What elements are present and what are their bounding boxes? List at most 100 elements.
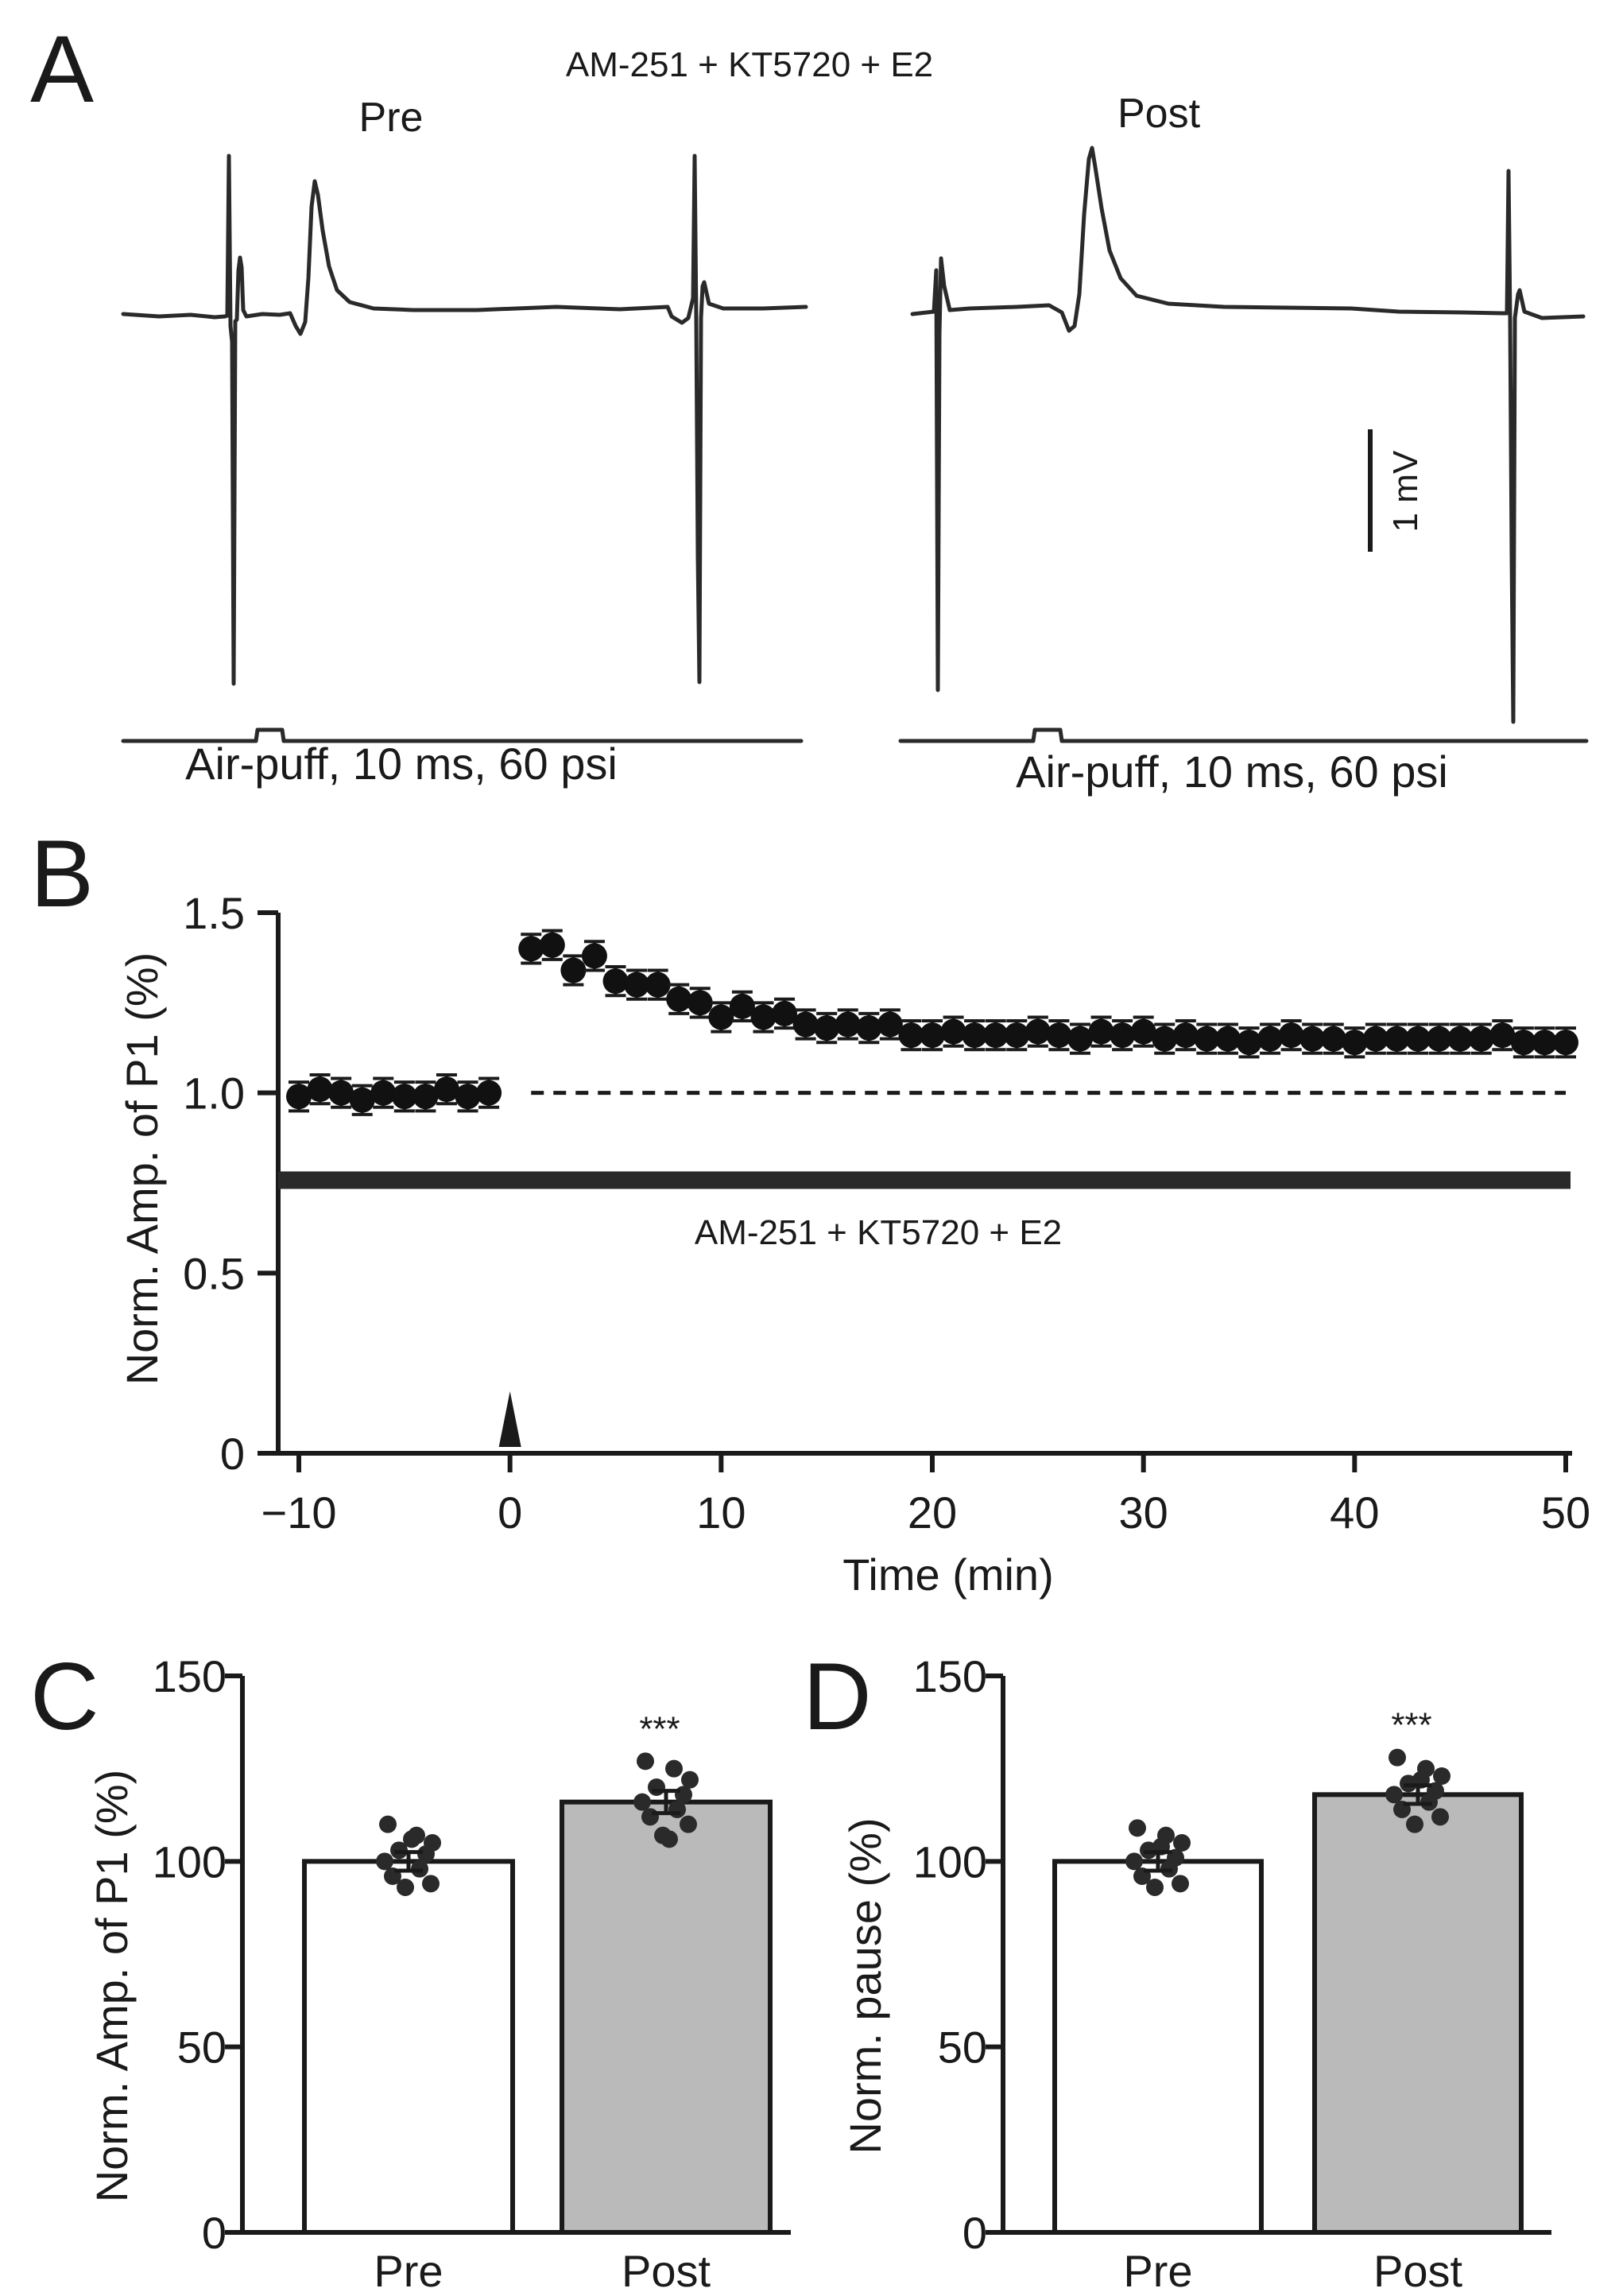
data-point	[1067, 1026, 1093, 1052]
post-stimulus-label: Air-puff, 10 ms, 60 psi	[1016, 747, 1448, 797]
data-point	[835, 1011, 861, 1037]
bar-post	[1312, 1792, 1524, 2235]
data-point	[539, 932, 565, 958]
individual-data-point	[1406, 1815, 1423, 1833]
data-point	[602, 968, 629, 995]
pre-stimulus-line	[121, 727, 804, 743]
panel-d: D 0 50 100 150 Norm. pause (%) Pre Post ***	[803, 1643, 1551, 2296]
category-label: Post	[622, 2246, 711, 2296]
y-tick-label: 50	[177, 2023, 227, 2073]
individual-data-point	[1129, 1819, 1146, 1837]
data-point	[349, 1087, 375, 1113]
data-point	[1046, 1022, 1072, 1049]
data-point	[877, 1011, 903, 1037]
data-point	[1532, 1030, 1558, 1056]
data-point	[687, 990, 713, 1016]
data-point	[624, 972, 650, 998]
data-point	[750, 1004, 777, 1030]
pre-stimulus-label: Air-puff, 10 ms, 60 psi	[185, 739, 618, 789]
individual-data-point	[680, 1815, 697, 1833]
data-point	[1152, 1026, 1178, 1052]
panel-letter-c: C	[30, 1643, 99, 1750]
panel-c: C 0 50 100 150 Norm. Amp. of P1 (%) Pre Post **…	[30, 1643, 791, 2296]
individual-data-point	[403, 1830, 420, 1848]
data-point	[1384, 1026, 1410, 1052]
data-point	[1257, 1026, 1284, 1052]
individual-data-point	[1385, 1786, 1403, 1804]
significance-marker: ***	[1391, 1706, 1431, 1745]
data-point	[476, 1080, 502, 1106]
data-point	[792, 1011, 819, 1037]
individual-data-point	[1146, 1879, 1164, 1896]
individual-data-point	[641, 1808, 659, 1826]
data-point	[1004, 1022, 1030, 1049]
bar-chart-pause: 0 50 100 150 Norm. pause (%) Pre Post ***	[840, 1651, 1551, 2296]
y-tick-label: 0	[202, 2208, 227, 2258]
data-point	[1172, 1022, 1199, 1049]
individual-data-point	[637, 1752, 654, 1770]
panel-letter-d: D	[803, 1643, 872, 1750]
data-point	[920, 1022, 945, 1049]
data-point	[645, 972, 671, 998]
panel-a: A AM-251 + KT5720 + E2 Pre Post Air-puff…	[30, 16, 1589, 797]
y-axis-label: Norm. Amp. of P1 (%)	[117, 952, 167, 1386]
data-point	[1510, 1030, 1536, 1056]
y-tick-label: 150	[153, 1651, 227, 1701]
data-point	[1553, 1030, 1578, 1056]
individual-data-point	[1173, 1834, 1191, 1852]
data-point	[1468, 1026, 1494, 1052]
bar-pre	[1052, 1859, 1264, 2235]
data-point	[518, 936, 544, 962]
data-point	[1236, 1030, 1262, 1056]
data-point	[1278, 1022, 1304, 1049]
data-point	[962, 1022, 988, 1049]
y-axis-label: Norm. Amp. of P1 (%)	[87, 1770, 137, 2203]
panel-a-condition-label: AM-251 + KT5720 + E2	[566, 45, 933, 84]
x-tick-label: 0	[498, 1487, 522, 1538]
scale-bar-label: 1 mV	[1386, 450, 1425, 532]
bar-post	[560, 1799, 773, 2236]
data-point	[1130, 1018, 1156, 1045]
post-trace-label: Post	[1117, 91, 1201, 137]
data-point	[286, 1084, 312, 1110]
data-point	[856, 1015, 882, 1041]
individual-data-point	[417, 1845, 435, 1863]
data-point	[708, 1004, 734, 1030]
x-tick-label: 30	[1119, 1487, 1168, 1538]
individual-data-point	[660, 1830, 678, 1848]
data-point	[581, 943, 607, 969]
individual-data-point	[633, 1793, 651, 1811]
data-point	[1362, 1026, 1389, 1052]
individual-data-point	[397, 1879, 414, 1896]
data-point	[1088, 1018, 1114, 1045]
y-tick-label: 0	[220, 1429, 245, 1479]
category-label: Post	[1373, 2246, 1462, 2296]
y-tick-label: 0.5	[183, 1248, 245, 1298]
individual-data-point	[376, 1852, 393, 1871]
panel-letter-a: A	[30, 16, 94, 122]
data-point	[328, 1080, 354, 1106]
data-point	[1214, 1026, 1241, 1052]
data-point	[1489, 1022, 1516, 1049]
y-tick-label: 1.5	[183, 888, 245, 938]
data-point	[1110, 1022, 1136, 1049]
data-point	[560, 957, 587, 983]
drug-application-label: AM-251 + KT5720 + E2	[695, 1213, 1062, 1252]
y-tick-label: 50	[938, 2023, 987, 2073]
data-point	[1342, 1030, 1368, 1056]
panel-letter-b: B	[30, 820, 94, 927]
pre-trace-label: Pre	[359, 95, 424, 141]
panel-b: B 0 0.5 1.0 1.5 −10 0 10 20 30 40 50 Time (min) Norm…	[30, 820, 1590, 1600]
x-axis-label: Time (min)	[842, 1549, 1053, 1600]
y-axis-label: Norm. pause (%)	[840, 1817, 890, 2154]
post-stimulus-line	[898, 727, 1589, 743]
pre-voltage-trace	[121, 153, 808, 686]
data-point	[370, 1080, 397, 1106]
data-point	[772, 1000, 798, 1026]
data-point	[391, 1084, 417, 1110]
bar-chart-p1-amplitude: 0 50 100 150 Norm. Amp. of P1 (%) Pre Post ***	[87, 1651, 791, 2296]
x-tick-label: 50	[1541, 1487, 1590, 1538]
individual-data-point	[1433, 1767, 1451, 1785]
data-point	[982, 1022, 1009, 1049]
stimulus-arrowhead	[498, 1391, 521, 1447]
